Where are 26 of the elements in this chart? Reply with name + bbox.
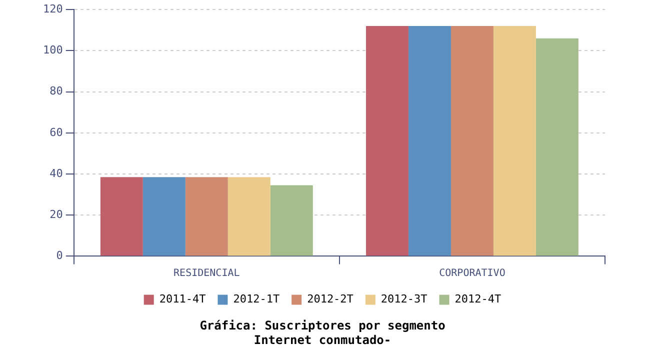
legend-label: 2011-4T	[159, 292, 206, 306]
bar	[270, 185, 313, 256]
legend-label: 2012-2T	[307, 292, 354, 306]
bar	[142, 177, 186, 256]
legend-label: 2012-1T	[233, 292, 280, 306]
bar	[100, 177, 143, 256]
bar	[366, 26, 408, 256]
legend-label: 2012-4T	[454, 292, 502, 306]
legend-label: 2012-3T	[380, 292, 428, 306]
y-tick-label: 40	[50, 166, 63, 180]
text: Internet conmutado-	[254, 332, 392, 347]
bar	[185, 177, 228, 256]
text: Gráfica: Suscriptores por segmento	[200, 318, 446, 333]
bar	[408, 26, 451, 256]
y-tick-label: 20	[50, 208, 63, 221]
y-tick-label: 100	[42, 44, 63, 57]
bar	[493, 26, 536, 256]
bar	[536, 38, 578, 256]
x-tick-label: CORPORATIVO	[439, 268, 506, 279]
bar	[450, 26, 494, 256]
y-tick-label: 0	[56, 249, 63, 262]
y-tick-label: 80	[50, 84, 63, 98]
y-tick-label: 60	[50, 126, 63, 139]
x-tick-label: RESIDENCIAL	[174, 268, 240, 279]
bar	[228, 177, 270, 256]
y-tick-label: 120	[42, 2, 63, 16]
